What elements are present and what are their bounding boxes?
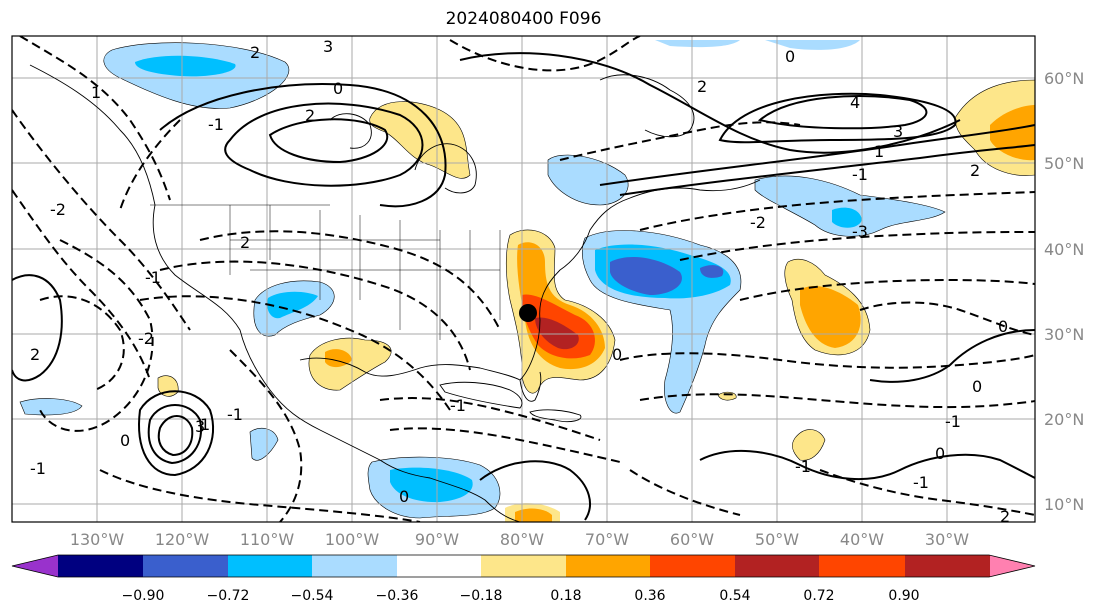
lon-label: 60°W bbox=[670, 530, 714, 549]
map-area bbox=[12, 36, 1035, 522]
lon-label: 110°W bbox=[240, 530, 295, 549]
colorbar-segment bbox=[143, 555, 229, 577]
colorbar-tick: −0.36 bbox=[376, 588, 419, 604]
contour-label: 0 bbox=[120, 431, 130, 450]
colorbar-overflow-arrow bbox=[989, 555, 1035, 577]
contour-label: -2 bbox=[138, 329, 154, 348]
contour-label: -1 bbox=[145, 268, 161, 287]
colorbar-ticks: −0.90 −0.72 −0.54 −0.36 −0.18 0.18 0.36 … bbox=[122, 588, 920, 604]
longitude-labels: 130°W 120°W 110°W 100°W 90°W 80°W 70°W 6… bbox=[70, 530, 969, 549]
shaded-fields bbox=[19, 40, 1035, 522]
lon-label: 70°W bbox=[585, 530, 629, 549]
colorbar-segment bbox=[228, 555, 314, 577]
colorbar-tick: 0.18 bbox=[550, 588, 581, 604]
contour-label: 0 bbox=[935, 444, 945, 463]
contour-labels: 2 3 2 0 -1 2 4 3 1 0 -1 -2 -1 -2 -3 2 -2… bbox=[30, 37, 1010, 526]
contour-label: -1 bbox=[227, 405, 243, 424]
contour-label: 2 bbox=[30, 345, 40, 364]
colorbar-segment bbox=[904, 555, 990, 577]
contour-label: -1 bbox=[208, 115, 224, 134]
lon-label: 120°W bbox=[155, 530, 210, 549]
contours-solid bbox=[12, 52, 1035, 521]
contour-label: 2 bbox=[1000, 507, 1010, 526]
contour-label: -1 bbox=[30, 459, 46, 478]
storm-position-marker bbox=[519, 304, 537, 322]
colorbar-tick: −0.54 bbox=[291, 588, 334, 604]
graticule bbox=[12, 36, 1035, 522]
contour-label: 2 bbox=[240, 233, 250, 252]
contour-label: 0 bbox=[399, 487, 409, 506]
colorbar-tick: −0.90 bbox=[122, 588, 165, 604]
colorbar-segment bbox=[481, 555, 567, 577]
lat-label: 60°N bbox=[1044, 69, 1084, 88]
colorbar-tick: −0.18 bbox=[460, 588, 503, 604]
contour-label: 0 bbox=[785, 47, 795, 66]
contour-label: 2 bbox=[305, 106, 315, 125]
lat-label: 30°N bbox=[1044, 325, 1084, 344]
contour-label: -1 bbox=[945, 412, 961, 431]
latitude-labels: 60°N 50°N 40°N 30°N 20°N 10°N bbox=[1044, 69, 1084, 514]
contour-label: 1 bbox=[91, 83, 101, 102]
contour-label: 2 bbox=[697, 77, 707, 96]
contour-label: -3 bbox=[852, 222, 868, 241]
contour-label: 1 bbox=[200, 415, 210, 434]
contour-label: 2 bbox=[250, 43, 260, 62]
lat-label: 40°N bbox=[1044, 240, 1084, 259]
lon-label: 30°W bbox=[925, 530, 969, 549]
contour-label: 0 bbox=[612, 345, 622, 364]
lon-label: 100°W bbox=[325, 530, 380, 549]
coastlines bbox=[29, 64, 761, 522]
colorbar-tick: 0.36 bbox=[634, 588, 665, 604]
contour-label: -1 bbox=[450, 396, 466, 415]
contour-label: -2 bbox=[750, 213, 766, 232]
lat-label: 50°N bbox=[1044, 154, 1084, 173]
colorbar-segment bbox=[735, 555, 821, 577]
colorbar-underflow-arrow bbox=[12, 555, 58, 577]
contour-label: -2 bbox=[50, 200, 66, 219]
colorbar-tick: 0.90 bbox=[888, 588, 919, 604]
lon-label: 130°W bbox=[70, 530, 125, 549]
lon-label: 80°W bbox=[500, 530, 544, 549]
contour-label: -1 bbox=[852, 165, 868, 184]
colorbar-segment bbox=[566, 555, 652, 577]
contour-label: 3 bbox=[323, 37, 333, 56]
contour-label: 2 bbox=[970, 161, 980, 180]
lon-label: 40°W bbox=[840, 530, 884, 549]
lat-label: 20°N bbox=[1044, 410, 1084, 429]
colorbar-segment bbox=[819, 555, 905, 577]
contour-label: 0 bbox=[998, 317, 1008, 336]
contour-label: 1 bbox=[874, 142, 884, 161]
lon-label: 50°W bbox=[755, 530, 799, 549]
colorbar-segment bbox=[312, 555, 398, 577]
contour-label: -1 bbox=[795, 457, 811, 476]
colorbar-tick: 0.54 bbox=[719, 588, 750, 604]
contour-label: 4 bbox=[850, 93, 860, 112]
contour-label: 0 bbox=[972, 377, 982, 396]
contour-label: 0 bbox=[333, 79, 343, 98]
state-borders bbox=[150, 204, 501, 340]
colorbar-segment bbox=[58, 555, 144, 577]
colorbar-tick: −0.72 bbox=[207, 588, 250, 604]
contour-label: 3 bbox=[893, 122, 903, 141]
colorbar-segment bbox=[650, 555, 736, 577]
map-frame bbox=[11, 35, 1036, 523]
lat-label: 10°N bbox=[1044, 495, 1084, 514]
colorbar-tick: 0.72 bbox=[803, 588, 834, 604]
colorbar bbox=[11, 554, 1036, 578]
contour-label: 3 bbox=[195, 417, 205, 436]
contour-label: -1 bbox=[913, 473, 929, 492]
contours-dashed bbox=[12, 36, 1035, 522]
lon-label: 90°W bbox=[415, 530, 459, 549]
plot-title: 2024080400 F096 bbox=[445, 9, 602, 29]
colorbar-segment bbox=[397, 555, 483, 577]
